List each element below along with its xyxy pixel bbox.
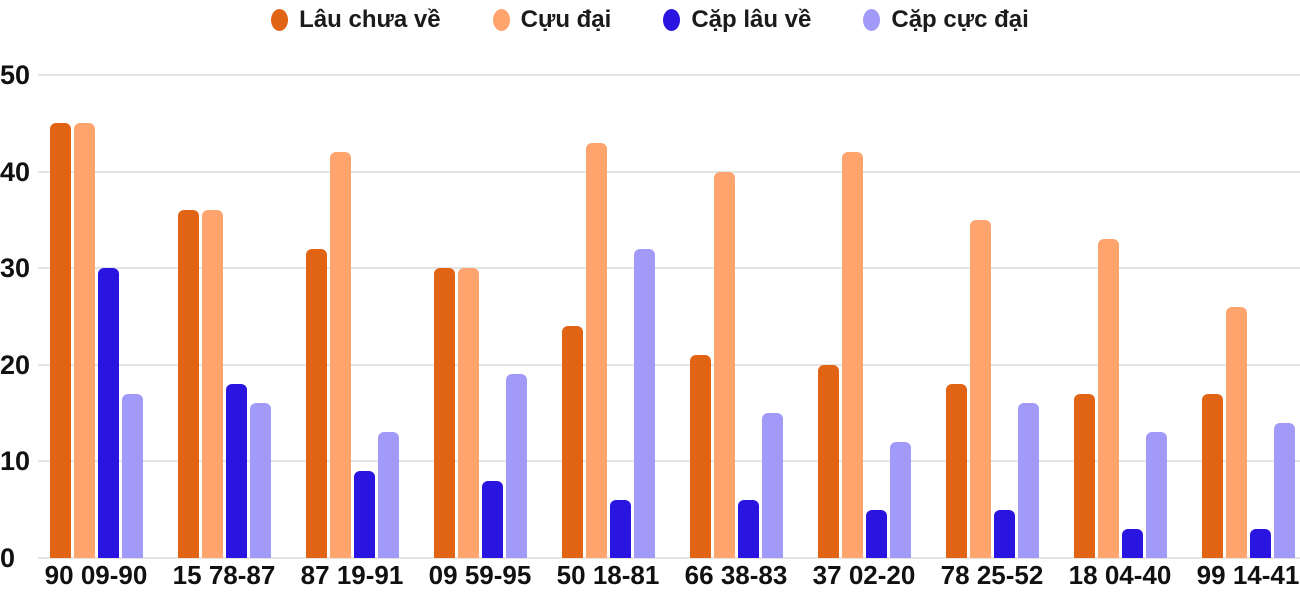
legend-item-series-1[interactable]: Cựu đại [492,6,612,34]
bar-cặp-cực-đại[interactable] [1273,423,1295,558]
bar-cặp-lâu-về[interactable] [993,510,1015,558]
gridline-y-10 [38,460,1300,463]
bar-cựu-đại[interactable] [969,220,991,558]
y-tick-label: 0 [0,543,16,573]
bar-cựu-đại[interactable] [713,172,735,558]
x-axis-category-label: 87 19-91 [300,560,404,590]
bar-lâu-chưa-về[interactable] [305,249,327,558]
bar-cựu-đại[interactable] [1225,307,1247,558]
legend-label: Cặp cực đại [891,6,1029,33]
bar-cặp-cực-đại[interactable] [505,374,527,558]
y-tick-label: 50 [0,60,31,90]
bar-cặp-cực-đại[interactable] [121,394,143,558]
bar-cặp-lâu-về[interactable] [737,500,759,558]
legend-item-series-2[interactable]: Cặp lâu về [663,6,811,34]
bar-lâu-chưa-về[interactable] [561,326,583,558]
bar-cặp-lâu-về[interactable] [481,481,503,558]
bar-cặp-cực-đại[interactable] [249,403,271,558]
gridline-y-0 [38,557,1300,559]
gridline-y-20 [38,363,1300,366]
gridline-y-40 [38,170,1300,173]
bar-group-18-04-40 [1073,75,1167,558]
bar-cựu-đại[interactable] [1097,239,1119,558]
bar-group-78-25-52 [945,75,1039,558]
bar-cặp-cực-đại[interactable] [761,413,783,558]
legend-label: Lâu chưa về [299,6,441,33]
bar-cặp-cực-đại[interactable] [377,432,399,558]
bar-cặp-cực-đại[interactable] [889,442,911,558]
legend-circle-icon [492,9,510,31]
bar-group-66-38-83 [689,75,783,558]
bar-cặp-lâu-về[interactable] [865,510,887,558]
x-axis-category-label: 37 02-20 [812,560,916,590]
bar-cựu-đại[interactable] [585,143,607,558]
bar-cặp-cực-đại[interactable] [633,249,655,558]
legend-item-series-0[interactable]: Lâu chưa về [271,6,441,34]
bar-cặp-lâu-về[interactable] [225,384,247,558]
bar-lâu-chưa-về[interactable] [689,355,711,558]
bar-lâu-chưa-về[interactable] [177,210,199,558]
bar-group-15-78-87 [177,75,271,558]
y-tick-label: 20 [0,349,31,380]
bar-lâu-chưa-về[interactable] [1201,394,1223,558]
bar-lâu-chưa-về[interactable] [945,384,967,558]
bar-cặp-lâu-về[interactable] [1121,529,1143,558]
legend-item-series-3[interactable]: Cặp cực đại [863,6,1029,34]
x-axis-category-label: 09 59-95 [428,560,532,590]
bar-cặp-lâu-về[interactable] [1249,529,1271,558]
legend-circle-icon [863,9,881,31]
x-axis-category-label: 99 14-41 [1196,560,1300,590]
bar-cựu-đại[interactable] [329,152,351,558]
bar-group-87-19-91 [305,75,399,558]
y-tick-label: 30 [0,253,31,284]
bar-cựu-đại[interactable] [201,210,223,558]
bar-group-50-18-81 [561,75,655,558]
bar-group-99-14-41 [1201,75,1295,558]
bar-lâu-chưa-về[interactable] [49,123,71,558]
bar-cặp-lâu-về[interactable] [97,268,119,558]
chart-legend: Lâu chưa về Cựu đại Cặp lâu về Cặp cực đại [0,6,1300,34]
legend-circle-icon [663,9,681,31]
legend-label: Cựu đại [520,6,612,33]
bar-group-37-02-20 [817,75,911,558]
x-axis-category-label: 50 18-81 [556,560,660,590]
gridline-y-50 [38,74,1300,76]
gridline-y-30 [38,267,1300,270]
x-axis-category-label: 15 78-87 [172,560,276,590]
bar-cựu-đại[interactable] [73,123,95,558]
bar-cặp-lâu-về[interactable] [609,500,631,558]
legend-label: Cặp lâu về [691,6,812,33]
y-tick-label: 10 [0,446,31,477]
y-tick-label: 40 [0,156,31,187]
bar-group-90-09-90 [49,75,143,558]
bar-cặp-cực-đại[interactable] [1145,432,1167,558]
bar-cặp-cực-đại[interactable] [1017,403,1039,558]
x-axis-category-label: 18 04-40 [1068,560,1172,590]
x-axis-category-label: 66 38-83 [684,560,788,590]
bar-lâu-chưa-về[interactable] [1073,394,1095,558]
bar-lâu-chưa-về[interactable] [817,365,839,558]
bar-group-09-59-95 [433,75,527,558]
bar-cựu-đại[interactable] [457,268,479,558]
bar-cựu-đại[interactable] [841,152,863,558]
legend-circle-icon [271,9,289,31]
x-axis-category-label: 90 09-90 [44,560,148,590]
x-axis-category-label: 78 25-52 [940,560,1044,590]
bar-cặp-lâu-về[interactable] [353,471,375,558]
bar-lâu-chưa-về[interactable] [433,268,455,558]
